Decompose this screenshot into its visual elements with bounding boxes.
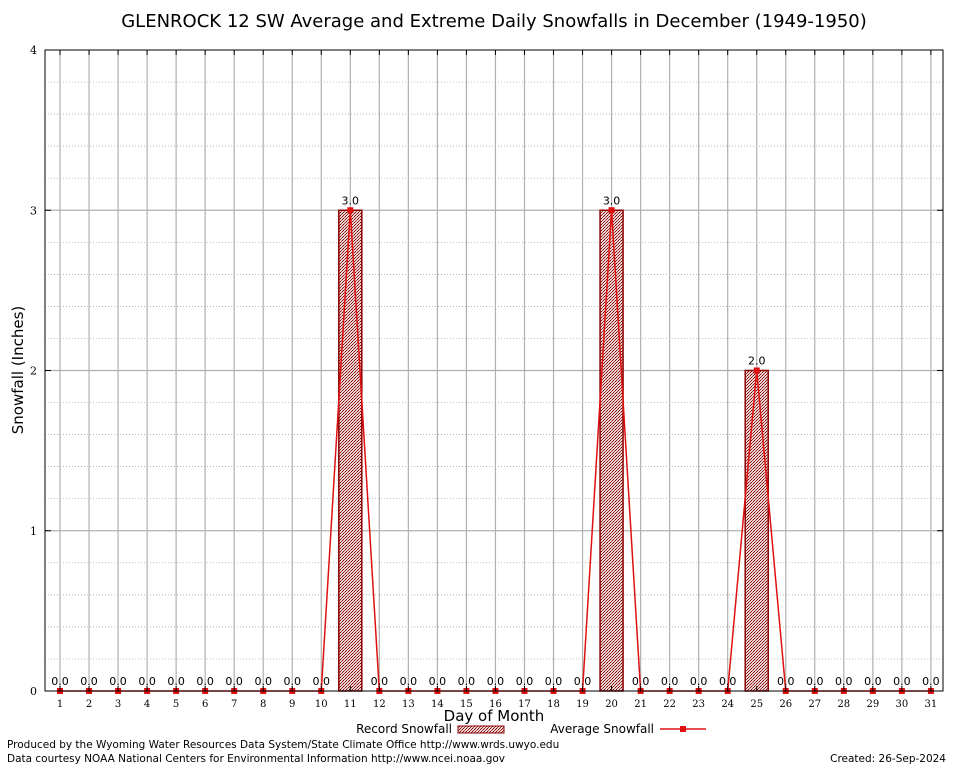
axis-ticks: 1 2 3 4 5 6 7 8 9 10 11 12 13 14 15 16 17 18 19 20 21 22 23 24 2…	[30, 44, 943, 710]
data-label: 2.0	[748, 355, 766, 368]
data-label: 0.0	[864, 675, 882, 688]
record-bar	[599, 209, 624, 692]
x-tick-label: 18	[547, 699, 560, 710]
data-label: 0.0	[196, 675, 214, 688]
x-tick-label: 26	[779, 699, 792, 710]
record-bars	[338, 209, 769, 692]
x-tick-label: 29	[866, 699, 879, 710]
record-bar	[744, 369, 769, 692]
data-labels: 0.0 0.0 0.0 0.0 0.0 0.0 0.0 0.0 0.0 0.0 3.0 0.0 0.0 0…	[51, 194, 939, 688]
data-label: 0.0	[109, 675, 127, 688]
data-label: 0.0	[661, 675, 679, 688]
x-tick-label: 23	[692, 699, 705, 710]
data-label: 0.0	[138, 675, 156, 688]
plot-frame	[44, 49, 944, 692]
x-tick-label: 14	[431, 699, 444, 710]
data-label: 3.0	[342, 194, 360, 207]
data-label: 0.0	[51, 675, 69, 688]
data-label: 0.0	[254, 675, 272, 688]
data-label: 0.0	[487, 675, 505, 688]
average-point	[753, 367, 760, 374]
x-tick-label: 5	[173, 699, 179, 710]
footer-produced-by: Produced by the Wyoming Water Resources …	[7, 739, 559, 751]
data-label: 3.0	[603, 194, 621, 207]
data-label: 0.0	[806, 675, 824, 688]
data-label: 0.0	[922, 675, 940, 688]
x-tick-label: 8	[260, 699, 266, 710]
legend-average-marker	[680, 726, 686, 732]
data-label: 0.0	[167, 675, 185, 688]
grid	[45, 50, 943, 691]
legend-average-label: Average Snowfall	[550, 722, 654, 736]
data-label: 0.0	[545, 675, 563, 688]
x-tick-label: 17	[518, 699, 531, 710]
x-tick-label: 21	[634, 699, 647, 710]
footer-created: Created: 26-Sep-2024	[830, 753, 946, 765]
x-tick-label: 12	[373, 699, 386, 710]
data-label: 0.0	[458, 675, 476, 688]
x-tick-label: 24	[721, 699, 734, 710]
x-tick-label: 4	[144, 699, 150, 710]
x-tick-label: 28	[837, 699, 850, 710]
record-bar	[338, 209, 363, 692]
x-tick-label: 20	[605, 699, 618, 710]
data-label: 0.0	[313, 675, 331, 688]
chart-title: GLENROCK 12 SW Average and Extreme Daily…	[121, 11, 867, 32]
legend-record-label: Record Snowfall	[356, 722, 452, 736]
data-label: 0.0	[574, 675, 592, 688]
x-tick-label: 27	[808, 699, 821, 710]
x-tick-label: 2	[86, 699, 92, 710]
x-tick-label: 1	[57, 699, 63, 710]
x-tick-label: 22	[663, 699, 676, 710]
x-tick-label: 25	[750, 699, 763, 710]
data-label: 0.0	[283, 675, 301, 688]
x-tick-label: 30	[896, 699, 909, 710]
data-label: 0.0	[777, 675, 795, 688]
average-point	[608, 207, 615, 214]
y-tick-label: 2	[30, 365, 37, 378]
data-label: 0.0	[400, 675, 418, 688]
x-tick-label: 9	[289, 699, 295, 710]
x-tick-label: 15	[460, 699, 473, 710]
data-label: 0.0	[80, 675, 98, 688]
x-tick-label: 13	[402, 699, 415, 710]
footer-courtesy: Data courtesy NOAA National Centers for …	[7, 753, 505, 765]
x-tick-label: 16	[489, 699, 502, 710]
x-axis-label: Day of Month	[444, 707, 545, 725]
y-tick-label: 1	[30, 525, 37, 538]
data-label: 0.0	[835, 675, 853, 688]
legend: Record Snowfall Average Snowfall	[356, 722, 706, 736]
x-tick-label: 31	[925, 699, 938, 710]
x-tick-label: 7	[231, 699, 237, 710]
x-tick-label: 10	[315, 699, 328, 710]
x-tick-label: 3	[115, 699, 121, 710]
data-label: 0.0	[632, 675, 650, 688]
data-label: 0.0	[516, 675, 534, 688]
data-label: 0.0	[719, 675, 737, 688]
average-point	[347, 207, 354, 214]
legend-record-swatch	[457, 725, 505, 734]
x-tick-label: 19	[576, 699, 589, 710]
data-label: 0.0	[429, 675, 447, 688]
x-tick-label: 11	[344, 699, 357, 710]
x-tick-label: 6	[202, 699, 208, 710]
y-tick-label: 4	[30, 44, 37, 57]
data-label: 0.0	[371, 675, 389, 688]
data-label: 0.0	[690, 675, 708, 688]
y-tick-label: 3	[30, 204, 37, 217]
y-axis-label: Snowfall (Inches)	[9, 306, 27, 434]
data-label: 0.0	[893, 675, 911, 688]
data-label: 0.0	[225, 675, 243, 688]
y-tick-label: 0	[30, 685, 37, 698]
